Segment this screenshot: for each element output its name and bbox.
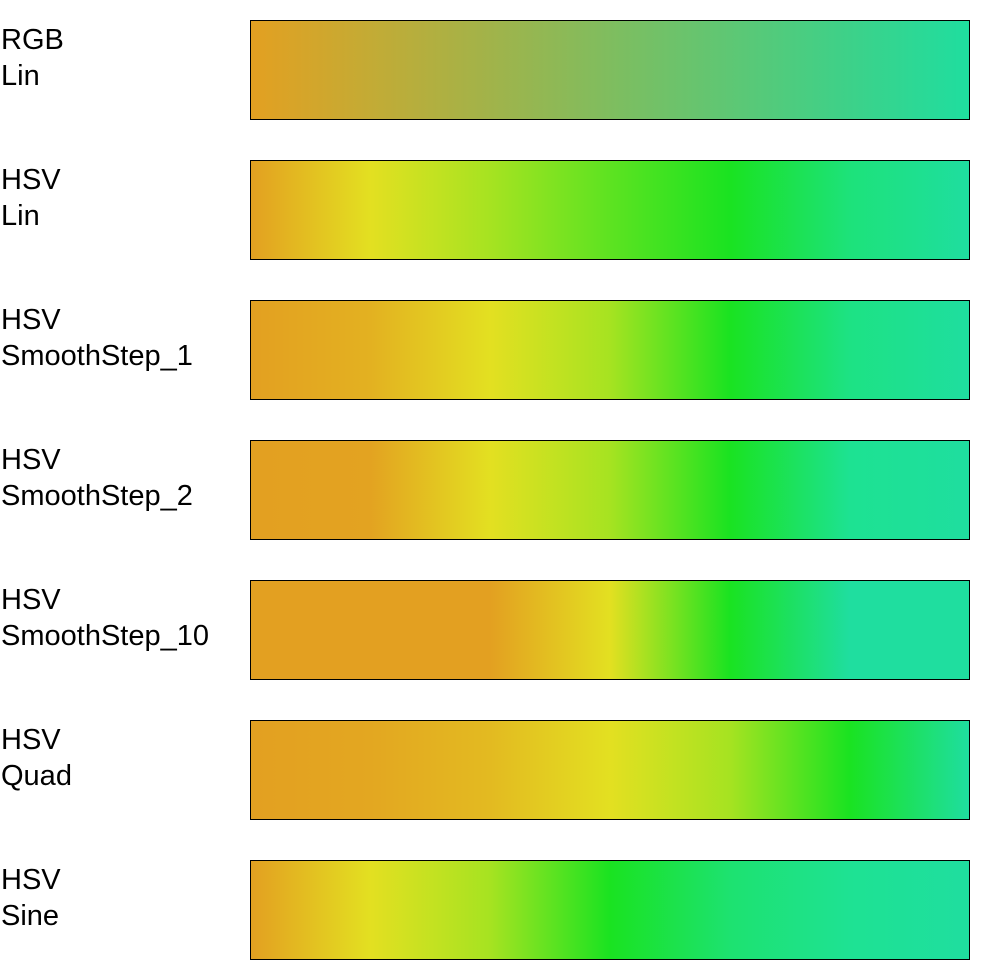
gradient-bar (250, 440, 970, 540)
gradient-row-5: HSV Quad (0, 720, 990, 820)
gradient-row-6: HSV Sine (0, 860, 990, 960)
color-space-label: HSV (1, 444, 61, 476)
gradient-row-2: HSV SmoothStep_1 (0, 300, 990, 400)
easing-label: SmoothStep_2 (1, 480, 193, 512)
color-space-label: HSV (1, 724, 61, 756)
gradient-bar (250, 860, 970, 960)
gradient-bar (250, 20, 970, 120)
easing-label: Lin (1, 60, 40, 92)
gradient-label: HSV Lin (1, 162, 61, 234)
color-space-label: RGB (1, 24, 64, 56)
easing-label: SmoothStep_10 (1, 620, 209, 652)
easing-label: SmoothStep_1 (1, 340, 193, 372)
easing-label: Quad (1, 760, 72, 792)
easing-label: Lin (1, 200, 40, 232)
gradient-label: HSV SmoothStep_2 (1, 442, 193, 514)
gradient-bar (250, 580, 970, 680)
color-space-label: HSV (1, 584, 61, 616)
gradient-label: HSV Quad (1, 722, 72, 794)
gradient-label: RGB Lin (1, 22, 64, 94)
gradient-bar (250, 300, 970, 400)
gradient-bar (250, 160, 970, 260)
gradient-row-1: HSV Lin (0, 160, 990, 260)
gradient-bar (250, 720, 970, 820)
gradient-row-4: HSV SmoothStep_10 (0, 580, 990, 680)
gradient-label: HSV SmoothStep_10 (1, 582, 209, 654)
gradient-label: HSV Sine (1, 862, 61, 934)
color-space-label: HSV (1, 304, 61, 336)
color-space-label: HSV (1, 864, 61, 896)
gradient-row-3: HSV SmoothStep_2 (0, 440, 990, 540)
color-space-label: HSV (1, 164, 61, 196)
easing-label: Sine (1, 900, 60, 932)
gradient-row-0: RGB Lin (0, 20, 990, 120)
gradient-label: HSV SmoothStep_1 (1, 302, 193, 374)
